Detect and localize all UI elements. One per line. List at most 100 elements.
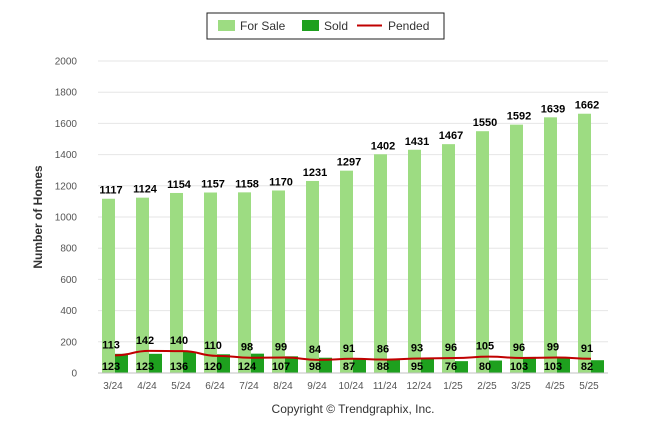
x-axis-ticks: 3/24 4/24 5/24 6/24 7/24 8/24 9/24 10/24 11/24 12… (103, 381, 599, 392)
sold-value-label: 136 (170, 361, 188, 373)
pended-value-label: 91 (343, 343, 355, 355)
sold-bar (421, 358, 434, 373)
for-sale-bar (272, 190, 285, 373)
sold-value-label: 95 (411, 361, 423, 373)
pended-value-label: 140 (170, 335, 188, 347)
sold-bar (217, 354, 230, 373)
sold-bars (115, 351, 604, 373)
for-sale-value-label: 1402 (371, 140, 395, 152)
x-tick-label: 9/24 (307, 381, 327, 392)
pended-value-label: 142 (136, 335, 154, 347)
sold-value-label: 123 (102, 361, 120, 373)
sold-value-label: 87 (343, 361, 355, 373)
sold-bar (183, 351, 196, 373)
sold-value-label: 82 (581, 361, 593, 373)
for-sale-value-label: 1157 (201, 179, 225, 191)
sold-bar (149, 353, 162, 373)
sold-value-label: 103 (544, 361, 562, 373)
for-sale-value-label: 1170 (269, 176, 293, 188)
sold-bar (591, 360, 604, 373)
legend-label-pended: Pended (388, 19, 429, 33)
x-tick-label: 12/24 (406, 381, 431, 392)
for-sale-bar (204, 192, 217, 373)
for-sale-bar (238, 192, 251, 373)
for-sale-value-label: 1662 (575, 100, 599, 112)
copyright-credit: Copyright © Trendgraphix, Inc. (272, 402, 435, 416)
sold-value-label: 107 (272, 361, 290, 373)
sold-bar (353, 359, 366, 373)
legend-swatch-for-sale (218, 20, 235, 31)
sold-bar (387, 359, 400, 373)
legend-label-for-sale: For Sale (240, 19, 286, 33)
pended-value-label: 113 (102, 339, 120, 351)
pended-value-label: 99 (547, 342, 559, 354)
legend: For Sale Sold Pended (206, 12, 445, 40)
x-tick-label: 10/24 (338, 381, 363, 392)
sold-bar (455, 361, 468, 373)
sold-value-label: 80 (479, 361, 491, 373)
for-sale-bar (102, 198, 115, 373)
y-tick-label: 200 (60, 337, 77, 348)
sold-bar (285, 356, 298, 373)
for-sale-value-label: 1117 (99, 185, 122, 197)
x-tick-label: 8/24 (273, 381, 293, 392)
for-sale-value-label: 1297 (337, 157, 361, 169)
for-sale-bar (170, 192, 183, 373)
sold-value-label: 88 (377, 361, 389, 373)
legend-frame (206, 12, 445, 40)
for-sale-value-label: 1639 (541, 103, 565, 115)
sold-bar (489, 360, 502, 373)
sold-bar (319, 357, 332, 373)
x-tick-label: 3/24 (103, 381, 123, 392)
sold-value-label: 103 (510, 361, 528, 373)
y-tick-label: 800 (60, 244, 77, 255)
y-tick-label: 1800 (55, 88, 78, 99)
y-tick-label: 1400 (55, 150, 78, 161)
for-sale-value-label: 1431 (405, 136, 429, 148)
for-sale-bar (340, 170, 353, 373)
y-tick-label: 400 (60, 306, 77, 317)
pended-line-group (114, 349, 592, 361)
pended-value-label: 99 (275, 342, 287, 354)
for-sale-bar (578, 113, 591, 373)
x-tick-label: 3/25 (511, 381, 531, 392)
y-tick-label: 1600 (55, 119, 78, 130)
y-axis-ticks: 0 200 400 600 800 1000 1200 1400 1600 1800 2000 (55, 57, 78, 380)
for-sale-value-label: 1467 (439, 130, 463, 142)
sold-value-label: 123 (136, 361, 154, 373)
for-sale-bar (544, 117, 557, 373)
for-sale-bar (442, 144, 455, 373)
for-sale-bar (408, 149, 421, 373)
for-sale-value-label: 1158 (235, 178, 259, 190)
x-tick-label: 1/25 (443, 381, 463, 392)
sold-value-label: 120 (204, 361, 222, 373)
legend-swatch-sold (302, 20, 319, 31)
sold-value-label: 76 (445, 361, 457, 373)
for-sale-value-label: 1124 (133, 184, 158, 196)
for-sale-value-label: 1592 (507, 111, 531, 123)
for-sale-bar (510, 124, 523, 373)
y-tick-label: 600 (60, 275, 77, 286)
for-sale-value-label: 1550 (473, 117, 497, 129)
x-tick-label: 6/24 (205, 381, 225, 392)
x-tick-label: 4/24 (137, 381, 157, 392)
x-tick-label: 11/24 (373, 381, 398, 392)
pended-value-label: 105 (476, 341, 494, 353)
x-tick-label: 5/25 (579, 381, 599, 392)
pended-value-label: 98 (241, 342, 253, 354)
legend-label-sold: Sold (324, 19, 348, 33)
sold-bar (557, 356, 570, 373)
y-tick-label: 1200 (55, 181, 78, 192)
x-tick-label: 7/24 (239, 381, 259, 392)
y-axis-label: Number of Homes (31, 165, 45, 269)
pended-value-label: 96 (445, 342, 457, 354)
sold-bar (523, 356, 536, 373)
pended-value-label: 84 (309, 344, 322, 356)
for-sale-value-label: 1231 (303, 167, 327, 179)
for-sale-bars (102, 113, 591, 373)
pended-value-label: 96 (513, 342, 525, 354)
sold-value-label: 98 (309, 361, 321, 373)
y-tick-label: 1000 (55, 213, 78, 224)
x-tick-label: 4/25 (545, 381, 565, 392)
